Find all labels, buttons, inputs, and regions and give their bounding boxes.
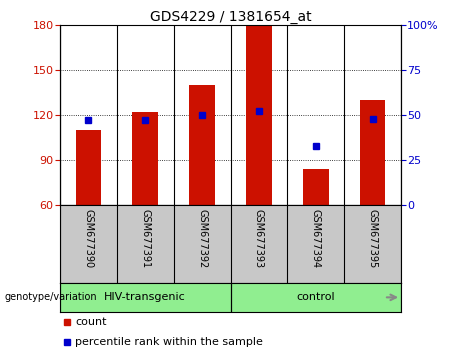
Bar (303, 169, 329, 205)
Text: percentile rank within the sample: percentile rank within the sample (75, 337, 263, 347)
Bar (246, 25, 272, 205)
Text: control: control (296, 292, 335, 302)
Bar (132, 112, 158, 205)
Text: GSM677392: GSM677392 (197, 209, 207, 268)
Text: genotype/variation: genotype/variation (5, 292, 97, 302)
Bar (189, 85, 215, 205)
Text: GSM677394: GSM677394 (311, 209, 321, 268)
Text: GSM677393: GSM677393 (254, 209, 264, 268)
Text: GSM677395: GSM677395 (367, 209, 378, 268)
Text: GSM677391: GSM677391 (140, 209, 150, 268)
Text: GSM677390: GSM677390 (83, 209, 94, 268)
Bar (360, 100, 385, 205)
Text: count: count (75, 318, 107, 327)
Bar (76, 130, 101, 205)
Text: HIV-transgenic: HIV-transgenic (104, 292, 186, 302)
Title: GDS4229 / 1381654_at: GDS4229 / 1381654_at (150, 10, 311, 24)
